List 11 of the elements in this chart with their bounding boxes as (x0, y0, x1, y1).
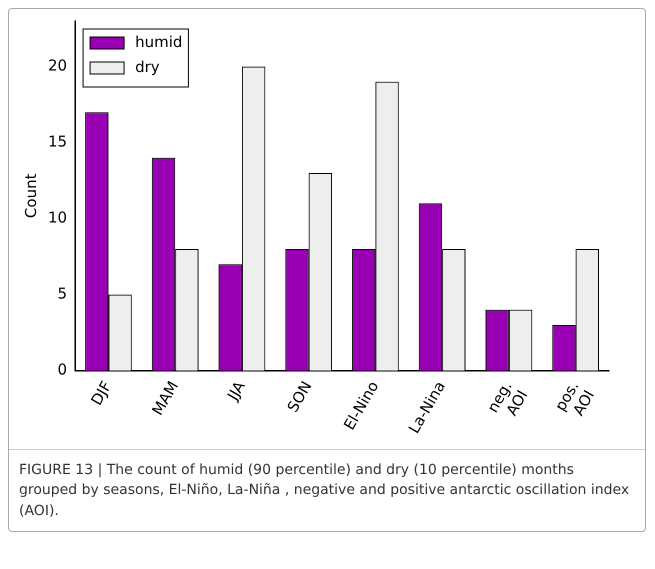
caption: FIGURE 13 | The count of humid (90 percentile) and dry (10 percentile) months grouped by seasons, El-Niño, La-Niña , negative and positive antarctic oscillation index (AOI). (9, 449, 645, 531)
y-tick-label: 5 (58, 284, 68, 302)
legend-label: humid (135, 32, 182, 51)
y-axis-title: Count (22, 173, 40, 218)
x-tick-label: DJF (87, 378, 116, 408)
y-tick-label: 20 (48, 56, 68, 74)
x-tick-label: JJA (223, 377, 250, 404)
y-tick-label: 10 (48, 208, 68, 226)
y-tick-label: 15 (48, 132, 68, 150)
y-tick-label: 0 (58, 360, 68, 378)
legend-label: dry (135, 58, 160, 76)
